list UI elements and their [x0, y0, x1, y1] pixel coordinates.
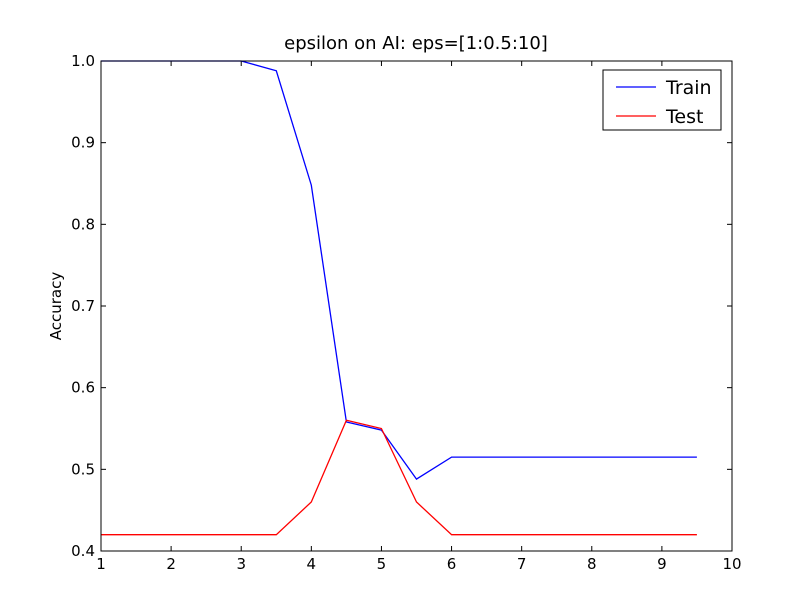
x-tick-label: 3	[236, 555, 246, 573]
legend-label: Test	[665, 106, 703, 128]
y-tick-label: 0.7	[71, 297, 95, 315]
y-tick-label: 0.4	[71, 542, 95, 560]
legend: Train Test	[602, 69, 722, 131]
y-axis-label: Accuracy	[47, 272, 65, 341]
y-tick-label: 1.0	[71, 52, 95, 70]
x-tick-label: 9	[657, 555, 667, 573]
y-tick-label: 0.9	[71, 134, 95, 152]
x-tick-label: 10	[722, 555, 741, 573]
y-tick-label: 0.5	[71, 460, 95, 478]
legend-label: Train	[665, 77, 712, 99]
x-tick-label: 7	[517, 555, 527, 573]
x-tick-label: 1	[96, 555, 106, 573]
chart-title: epsilon on AI: eps=[1:0.5:10]	[284, 33, 548, 54]
x-tick-label: 6	[447, 555, 457, 573]
x-tick-label: 2	[166, 555, 176, 573]
plot-frame	[100, 60, 733, 552]
x-tick-label: 5	[377, 555, 387, 573]
y-tick-label: 0.8	[71, 215, 95, 233]
axis-ticks: 1 2 3 4 5 6 7 8 9 10 0.4 0.5 0.6 0.7 0.8 0.9 1.0	[71, 52, 741, 573]
x-tick-label: 4	[307, 555, 317, 573]
y-tick-label: 0.6	[71, 379, 95, 397]
x-tick-label: 8	[587, 555, 597, 573]
series-line-test	[101, 419, 697, 536]
legend-box	[602, 69, 722, 131]
